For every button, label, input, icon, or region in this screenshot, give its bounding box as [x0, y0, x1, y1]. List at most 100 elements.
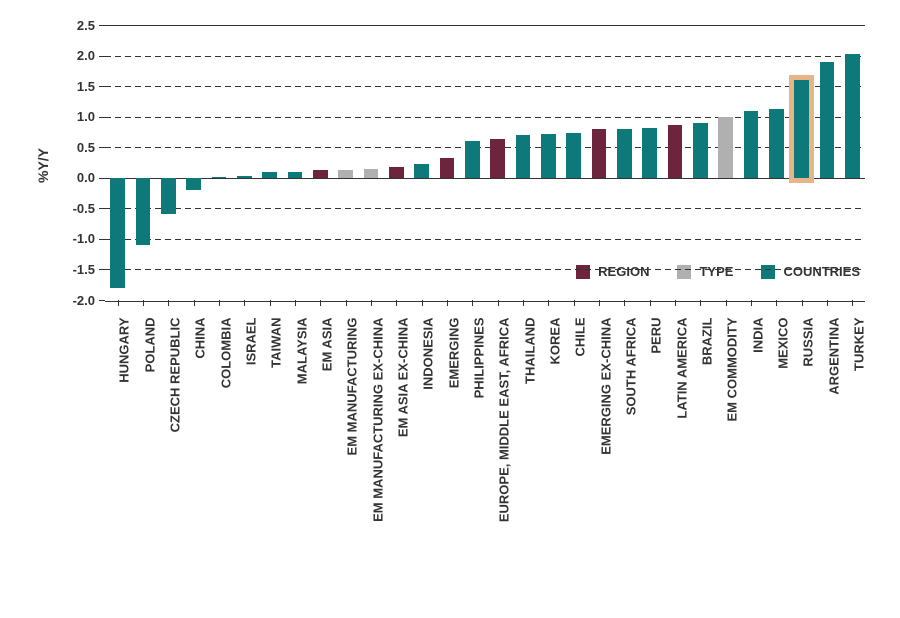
x-tick-label: SOUTH AFRICA	[623, 318, 638, 618]
gridline-dash	[175, 86, 181, 87]
gridline-dash	[425, 269, 431, 270]
x-tick-mark	[244, 300, 245, 306]
x-tick-label: INDIA	[750, 318, 765, 618]
x-tick-label: RUSSIA	[801, 318, 816, 618]
gridline-dash	[655, 86, 661, 87]
legend-item: REGION	[576, 264, 649, 279]
bar	[516, 135, 531, 178]
gridline-dash	[595, 208, 601, 209]
gridline-dash	[385, 117, 391, 118]
gridline-dash	[295, 147, 301, 148]
gridline-dash	[495, 239, 501, 240]
gridline-dash	[405, 147, 411, 148]
gridline-dash	[275, 208, 281, 209]
x-tick-mark	[852, 300, 853, 306]
gridline-dash	[135, 117, 141, 118]
gridline-dash	[235, 208, 241, 209]
gridline-dash	[695, 86, 701, 87]
gridline-dash	[325, 147, 331, 148]
gridline-dash	[185, 117, 191, 118]
gridline-dash	[825, 56, 831, 57]
gridline-dash	[435, 147, 441, 148]
gridline-dash	[245, 117, 251, 118]
gridline-dash	[685, 239, 691, 240]
gridline-dash	[725, 86, 731, 87]
x-tick-label: PHILIPPINES	[471, 318, 486, 618]
gridline-dash	[755, 239, 761, 240]
gridline-dash	[595, 56, 601, 57]
gridline-dash	[195, 117, 201, 118]
x-tick-mark	[726, 300, 727, 306]
gridline-dash	[645, 208, 651, 209]
gridline-dash	[845, 239, 851, 240]
gridline-dash	[655, 56, 661, 57]
x-tick-mark	[346, 300, 347, 306]
gridline-dash	[285, 117, 291, 118]
gridline-dash	[405, 269, 411, 270]
gridline-dash	[205, 86, 211, 87]
gridline-dash	[615, 117, 621, 118]
gridline-dash	[485, 56, 491, 57]
gridline-dash	[755, 208, 761, 209]
x-tick-mark	[675, 300, 676, 306]
gridline-dash	[425, 147, 431, 148]
gridline-dash	[455, 147, 461, 148]
gridline-dash	[555, 208, 561, 209]
gridline-dash	[675, 117, 681, 118]
x-tick-mark	[776, 300, 777, 306]
y-tick-label: 1.0	[61, 109, 95, 124]
gridline-dash	[725, 56, 731, 57]
gridline-dash	[635, 208, 641, 209]
gridline-dash	[305, 56, 311, 57]
gridline-dash	[805, 56, 811, 57]
gridline-dash	[745, 269, 751, 270]
gridline-dash	[665, 208, 671, 209]
gridline-dash	[705, 86, 711, 87]
gridline-dash	[255, 56, 261, 57]
gridline-dash	[235, 147, 241, 148]
gridline-dash	[785, 269, 791, 270]
gridline-dash	[315, 117, 321, 118]
gridline-dash	[495, 117, 501, 118]
gridline-dash	[285, 208, 291, 209]
x-tick-label: CHINA	[193, 318, 208, 618]
gridline-dash	[435, 239, 441, 240]
gridline-dash	[385, 269, 391, 270]
gridline-dash	[245, 56, 251, 57]
gridline-dash	[515, 117, 521, 118]
gridline-dash	[315, 269, 321, 270]
gridline-dash	[325, 239, 331, 240]
gridline-dash	[255, 147, 261, 148]
gridline-dash	[775, 208, 781, 209]
bar	[364, 169, 379, 178]
gridline-dash	[255, 86, 261, 87]
bar	[617, 129, 632, 178]
gridline-dash	[205, 208, 211, 209]
gridline-dash	[155, 56, 161, 57]
gridline-dash	[215, 117, 221, 118]
gridline-dash	[595, 269, 601, 270]
gridline-dash	[835, 56, 841, 57]
gridline-dash	[615, 86, 621, 87]
gridline-dash	[245, 239, 251, 240]
gridline-dash	[565, 239, 571, 240]
gridline-dash	[255, 269, 261, 270]
gridline-dash	[335, 86, 341, 87]
gridline-dash	[815, 56, 821, 57]
gridline-dash	[395, 117, 401, 118]
gridline-dash	[415, 269, 421, 270]
gridline-dash	[125, 147, 131, 148]
gridline-dash	[445, 269, 451, 270]
gridline-dash	[535, 239, 541, 240]
gridline-dash	[285, 147, 291, 148]
gridline-dash	[145, 86, 151, 87]
bar	[338, 170, 353, 178]
gridline-dash	[515, 86, 521, 87]
x-tick-mark	[371, 300, 372, 306]
gridline-dash	[655, 239, 661, 240]
y-tick-label: 1.5	[61, 79, 95, 94]
gridline-dash	[475, 239, 481, 240]
gridline-dash	[175, 208, 181, 209]
gridline-dash	[715, 208, 721, 209]
gridline-dash	[295, 239, 301, 240]
